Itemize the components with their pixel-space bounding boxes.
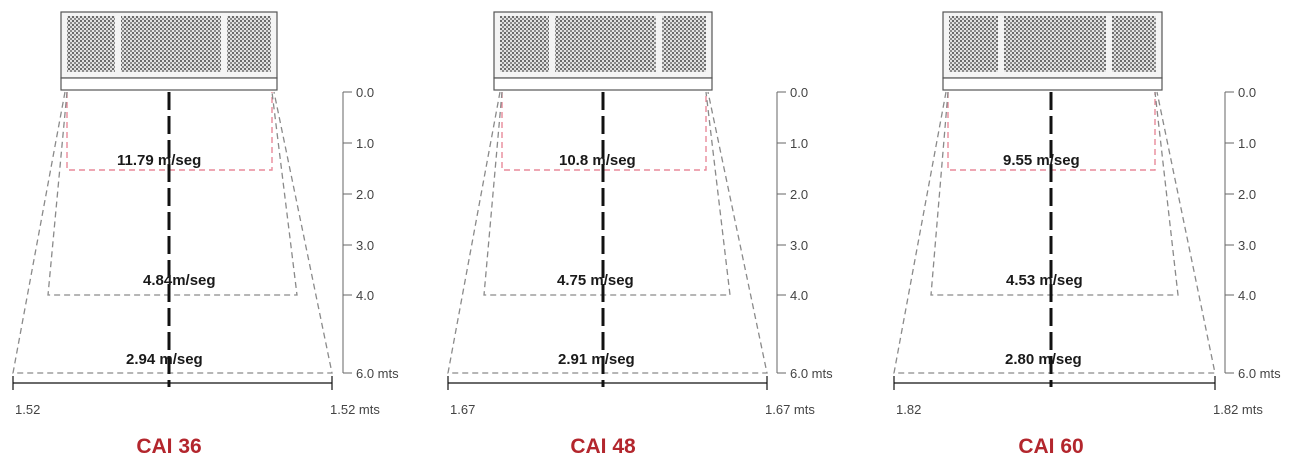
diagram-1-distance-tick-1: 0.0 [356,85,374,100]
diagram-1-distance-tick-3: 2.0 [356,187,374,202]
diagram-1-distance-tick-2: 1.0 [356,136,374,151]
diagram-3-zone-mid [930,91,1179,296]
diagram-2-grille-right [662,16,706,72]
diagram-3-grille-left [949,16,998,72]
diagram-1-width-left: 1.52 [15,402,40,417]
diagram-1-grille-center [121,16,221,72]
diagram-1-distance-tick-5: 4.0 [356,288,374,303]
diagram-1-velocity-3: 2.94 m/seg [126,351,203,368]
diagram-1-distance-tick-4: 3.0 [356,238,374,253]
diagram-1-model-title: CAI 36 [136,435,201,458]
diagram-2-distance-tick-3: 2.0 [790,187,808,202]
diagram-3-distance-tick-1: 0.0 [1238,85,1256,100]
diagram-3-width-left: 1.82 [896,402,921,417]
diagram-3-model-title: CAI 60 [1018,435,1083,458]
diagram-3-velocity-1: 9.55 m/seg [1003,152,1080,169]
diagram-2-zone-far [447,91,768,374]
diagram-2-distance-tick-5: 4.0 [790,288,808,303]
diagram-3-distance-tick-4: 3.0 [1238,238,1256,253]
diagram-2-distance-tick-2: 1.0 [790,136,808,151]
diagram-3-zone-far [893,91,1216,374]
diagram-3-velocity-3: 2.80 m/seg [1005,351,1082,368]
diagram-2-velocity-1: 10.8 m/seg [559,152,636,169]
diagram-1-velocity-1: 11.79 m/seg [117,152,201,169]
diagram-3-distance-tick-6: 6.0 mts [1238,366,1281,381]
diagram-3-distance-tick-3: 2.0 [1238,187,1256,202]
diagram-2-width-left: 1.67 [450,402,475,417]
diagram-3-discharge [942,77,1163,91]
diagram-3-velocity-2: 4.53 m/seg [1006,272,1083,289]
diagram-2-zone-mid [483,91,731,296]
diagram-2-grille-left [500,16,549,72]
diagram-1-velocity-2: 4.84m/seg [143,272,216,289]
diagram-3-distance-tick-2: 1.0 [1238,136,1256,151]
diagram-1-grille-left [67,16,115,72]
diagram-1-grille-right [227,16,271,72]
diagram-2-velocity-3: 2.91 m/seg [558,351,635,368]
diagram-3-grille-right [1112,16,1156,72]
diagram-2-velocity-2: 4.75 m/seg [557,272,634,289]
diagram-1-discharge [60,77,278,91]
diagram-1-distance-tick-6: 6.0 mts [356,366,399,381]
diagram-3-distance-tick-5: 4.0 [1238,288,1256,303]
diagram-2-grille-center [555,16,656,72]
diagram-2-distance-tick-1: 0.0 [790,85,808,100]
diagram-2-distance-tick-6: 6.0 mts [790,366,833,381]
diagram-1-zone-far [12,91,333,374]
diagram-2-distance-tick-4: 3.0 [790,238,808,253]
diagram-2-discharge [493,77,713,91]
diagram-2-width-right: 1.67 mts [765,402,815,417]
diagram-3-grille-center [1004,16,1106,72]
diagram-1-width-right: 1.52 mts [330,402,380,417]
diagram-1-zone-mid [47,91,298,296]
diagram-2-model-title: CAI 48 [570,435,636,458]
diagram-3-width-right: 1.82 mts [1213,402,1263,417]
